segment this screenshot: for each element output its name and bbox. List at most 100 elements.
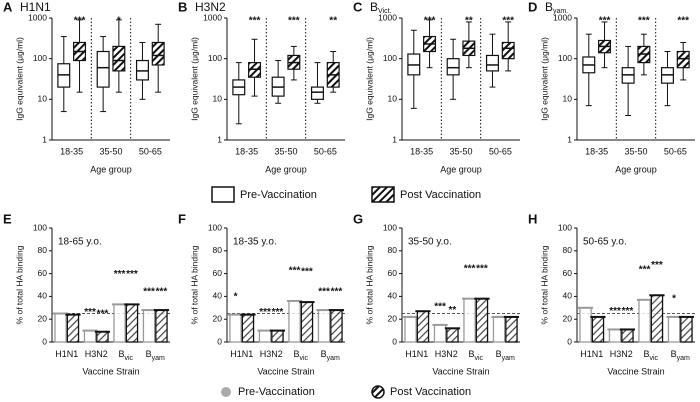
x-tick-label-sub: yam: [152, 355, 165, 362]
y-tick-label: 100: [208, 53, 222, 63]
bar: [505, 316, 518, 343]
x-tick-label: 50-65: [489, 146, 512, 156]
bar: [608, 328, 622, 343]
y-tick-label: 1000: [203, 12, 222, 22]
y-tick-label: 80: [213, 245, 223, 255]
x-tick-label-main: B: [643, 349, 649, 359]
y-tick-label: 1000: [28, 12, 47, 22]
y-axis-label: % of total HA binding: [539, 245, 549, 324]
x-axis-label: Age group: [615, 164, 657, 174]
y-tick-label: 40: [388, 291, 398, 301]
x-tick-label: 18-35: [410, 146, 433, 156]
y-tick-label: 100: [383, 222, 397, 232]
x-tick-label: Bvic: [468, 349, 483, 361]
x-tick-label: 35-50: [274, 146, 297, 156]
y-tick-label: 1: [217, 134, 222, 144]
bar: [300, 301, 314, 343]
y-tick-label: 40: [213, 291, 223, 301]
bar: [492, 316, 506, 343]
y-tick-label: 100: [33, 53, 47, 63]
bar: [330, 309, 343, 343]
panel-title: 18-65 y.o.: [58, 237, 102, 248]
panel-title: H1N1: [20, 0, 51, 14]
x-tick-label-main: H3N2: [610, 349, 633, 359]
panel-letter: A: [3, 0, 13, 14]
significance: ***: [114, 269, 126, 280]
significance: ***: [622, 306, 634, 317]
panel-title-main: H1N1: [20, 0, 51, 14]
box: [501, 41, 515, 60]
bar: [288, 300, 301, 343]
significance: ***: [126, 269, 138, 280]
box: [676, 50, 690, 69]
panel-title-main: H3N2: [195, 0, 226, 14]
x-tick-label: Bvic: [643, 349, 658, 361]
bar: [113, 303, 126, 343]
legend-swatch: [371, 186, 395, 203]
significance: ***: [318, 287, 330, 298]
bar: [142, 309, 156, 343]
y-tick-label: 60: [563, 268, 573, 278]
bar: [433, 324, 447, 343]
y-tick-label: 100: [558, 222, 572, 232]
x-tick-label: 35-50: [624, 146, 647, 156]
x-tick-label-sub: vic: [649, 355, 658, 362]
bar: [650, 294, 664, 343]
y-tick-label: 100: [558, 53, 572, 63]
y-tick-label: 80: [38, 245, 48, 255]
significance: ***: [259, 307, 271, 318]
bar: [579, 307, 592, 343]
x-tick-label: Byam: [671, 349, 690, 361]
x-axis-label: Age group: [440, 164, 482, 174]
y-tick-label: 40: [563, 291, 573, 301]
y-tick-label: 10: [388, 94, 398, 104]
panel-letter: E: [3, 211, 12, 226]
panel-title: 18-35 y.o.: [233, 237, 277, 248]
panel-title: H3N2: [195, 0, 226, 14]
y-tick-label: 10: [38, 94, 48, 104]
bar: [591, 316, 605, 343]
panel-title: 35-50 y.o.: [408, 237, 452, 248]
panel-letter: F: [178, 211, 186, 226]
significance: **: [449, 305, 457, 316]
x-tick-label: H3N2: [260, 349, 283, 359]
significance: *: [672, 294, 676, 305]
x-axis-label: Age group: [265, 164, 307, 174]
x-tick-label: 50-65: [139, 146, 162, 156]
panel-title-sub: yam.: [553, 8, 568, 15]
significance: ***: [434, 302, 446, 313]
x-axis-label: Age group: [90, 164, 132, 174]
legend-swatch: [221, 387, 231, 397]
bar: [667, 316, 681, 343]
bar: [680, 316, 693, 343]
bar: [66, 313, 80, 343]
x-tick-label-main: B: [293, 349, 299, 359]
y-tick-label: 60: [38, 268, 48, 278]
y-tick-label: 20: [563, 313, 573, 323]
x-tick-label: Byam: [321, 349, 340, 361]
panel-title: 50-65 y.o.: [583, 237, 627, 248]
x-tick-label: 50-65: [314, 146, 337, 156]
y-tick-label: 0: [217, 336, 222, 346]
panel-title-main: B: [370, 0, 378, 14]
significance: ***: [651, 260, 663, 271]
significance: ***: [639, 264, 651, 275]
significance: ***: [677, 16, 689, 27]
bar: [125, 303, 139, 343]
significance: ***: [288, 16, 300, 27]
x-tick-label: H1N1: [580, 349, 603, 359]
significance: **: [329, 16, 337, 27]
bar: [416, 310, 430, 343]
significance: ***: [143, 287, 155, 298]
y-tick-label: 80: [563, 245, 573, 255]
y-axis-label: IgG equivalent (μg/ml): [539, 37, 549, 121]
y-tick-label: 80: [388, 245, 398, 255]
panel-title: BVict.: [370, 0, 392, 15]
y-tick-label: 20: [213, 313, 223, 323]
panel-title-main: B: [545, 0, 553, 14]
x-tick-label-sub: yam: [327, 355, 340, 362]
x-tick-label-main: H3N2: [85, 349, 108, 359]
x-tick-label: 18-35: [235, 146, 258, 156]
significance: ***: [331, 287, 343, 298]
